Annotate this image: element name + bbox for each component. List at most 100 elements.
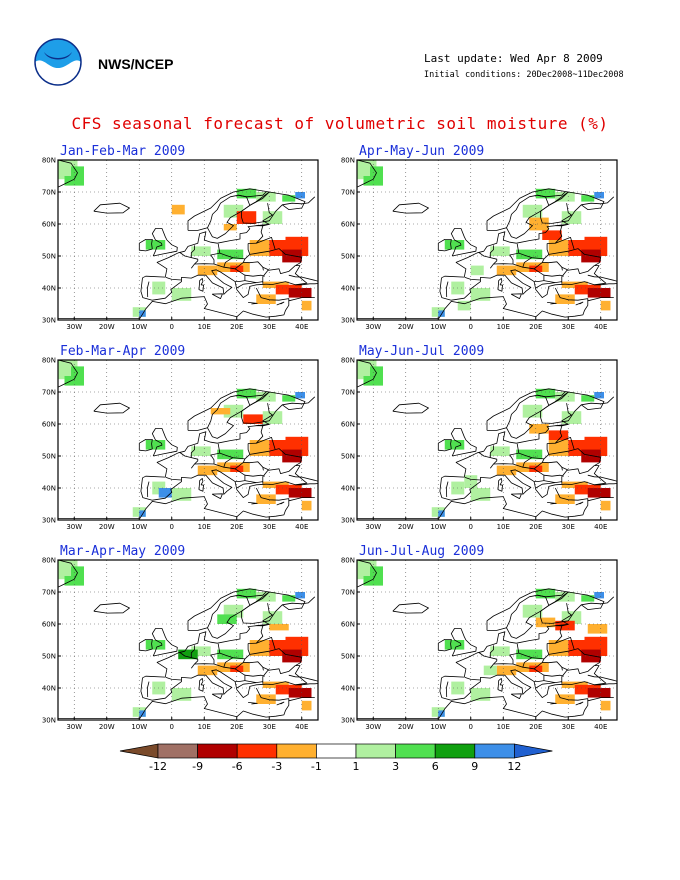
coastline bbox=[249, 648, 302, 658]
coastline bbox=[587, 674, 617, 682]
longitude-tick-label: 0 bbox=[469, 723, 473, 731]
coastline bbox=[534, 475, 545, 482]
soil-moisture-anomaly-cell bbox=[581, 449, 601, 463]
coastline bbox=[594, 483, 617, 486]
soil-moisture-anomaly-cell bbox=[210, 408, 231, 415]
longitude-tick-label: 30W bbox=[66, 323, 82, 331]
coastline bbox=[276, 301, 285, 306]
soil-moisture-anomaly-cell bbox=[444, 640, 465, 650]
coastline bbox=[555, 237, 575, 250]
soil-moisture-anomaly-cell bbox=[370, 366, 383, 376]
longitude-tick-label: 20W bbox=[99, 723, 115, 731]
coastline bbox=[540, 591, 605, 624]
coastline bbox=[581, 596, 615, 606]
colorbar-label: -9 bbox=[192, 760, 203, 773]
coastline bbox=[446, 681, 449, 698]
soil-moisture-anomaly-cell bbox=[256, 592, 276, 602]
soil-moisture-anomaly-cell bbox=[223, 604, 244, 618]
soil-moisture-anomaly-cell bbox=[71, 166, 84, 176]
coastline bbox=[547, 702, 557, 705]
colorbar-swatch bbox=[395, 743, 436, 759]
soil-moisture-anomaly-cell bbox=[295, 192, 305, 199]
soil-moisture-anomaly-cell bbox=[171, 488, 192, 501]
longitude-tick-label: 30E bbox=[562, 523, 575, 531]
coastline bbox=[446, 281, 449, 298]
coastline bbox=[512, 657, 533, 668]
soil-moisture-anomaly-cell bbox=[555, 192, 575, 202]
coastline bbox=[357, 160, 377, 188]
panel-title-3: Feb-Mar-Apr 2009 bbox=[60, 344, 186, 359]
coastline bbox=[535, 282, 556, 289]
coastline bbox=[142, 623, 270, 679]
panel-title-1: Jan-Feb-Mar 2009 bbox=[60, 144, 186, 159]
coastline bbox=[194, 643, 221, 665]
latitude-tick-label: 40N bbox=[341, 685, 355, 693]
coastline bbox=[58, 696, 290, 719]
coastline bbox=[58, 560, 78, 588]
coastline bbox=[255, 687, 315, 702]
latitude-tick-label: 60N bbox=[42, 621, 56, 629]
coastline bbox=[211, 493, 223, 499]
soil-moisture-anomaly-cell bbox=[197, 665, 218, 676]
soil-moisture-anomaly-cell bbox=[542, 230, 562, 240]
coastline bbox=[190, 245, 195, 258]
coastline bbox=[288, 474, 318, 482]
latitude-tick-label: 40N bbox=[42, 685, 56, 693]
map-panel-jja: 80N 70N 60N 50N 40N 30N 30W 20W 10W 0 10E 20E 30E 40E bbox=[341, 557, 618, 731]
longitude-tick-label: 30E bbox=[263, 323, 276, 331]
soil-moisture-anomaly-cell bbox=[600, 300, 611, 311]
coastline bbox=[236, 482, 257, 489]
soil-moisture-anomaly-cell bbox=[490, 446, 510, 456]
soil-moisture-anomaly-cell bbox=[535, 388, 556, 399]
soil-moisture-anomaly-cell bbox=[496, 665, 517, 676]
soil-moisture-anomaly-cell bbox=[457, 300, 471, 311]
coastline bbox=[561, 603, 572, 625]
coastline bbox=[58, 360, 78, 388]
coastline bbox=[464, 277, 481, 281]
coastline bbox=[262, 603, 273, 625]
coastline bbox=[581, 396, 615, 406]
coastline bbox=[248, 502, 258, 505]
latitude-tick-label: 60N bbox=[341, 421, 355, 429]
soil-moisture-anomaly-cell bbox=[529, 424, 549, 434]
coastline bbox=[282, 196, 316, 206]
longitude-tick-label: 40E bbox=[295, 323, 308, 331]
coastline bbox=[276, 501, 285, 506]
soil-moisture-anomaly-cell bbox=[561, 481, 588, 488]
soil-moisture-anomaly-cell bbox=[262, 281, 289, 288]
coastline bbox=[243, 461, 264, 471]
coastline bbox=[248, 425, 264, 444]
initial-conditions-text: Initial conditions: 20Dec2008~11Dec2008 bbox=[424, 70, 624, 80]
soil-moisture-anomaly-cell bbox=[236, 188, 257, 199]
coastline bbox=[497, 278, 503, 292]
longitude-tick-label: 10E bbox=[497, 723, 510, 731]
coastline bbox=[58, 296, 290, 319]
coastline bbox=[489, 645, 494, 658]
longitude-tick-label: 20W bbox=[99, 523, 115, 531]
longitude-tick-label: 20E bbox=[230, 723, 243, 731]
colorbar-label: 6 bbox=[432, 760, 439, 773]
coastline bbox=[262, 265, 308, 286]
coastline bbox=[241, 191, 306, 224]
coastline bbox=[450, 228, 477, 257]
coastline bbox=[236, 682, 257, 689]
soil-moisture-anomaly-cell bbox=[256, 392, 276, 402]
latitude-tick-label: 40N bbox=[341, 485, 355, 493]
latitude-tick-label: 60N bbox=[341, 621, 355, 629]
coastline bbox=[554, 287, 614, 302]
longitude-tick-label: 20W bbox=[99, 323, 115, 331]
longitude-tick-label: 30W bbox=[365, 523, 381, 531]
coastline bbox=[547, 225, 563, 244]
soil-moisture-anomaly-cell bbox=[145, 240, 166, 250]
latitude-tick-label: 30N bbox=[42, 717, 56, 725]
soil-moisture-anomaly-cell bbox=[236, 388, 257, 399]
longitude-tick-label: 10W bbox=[430, 323, 446, 331]
coastline bbox=[540, 391, 605, 424]
coastline bbox=[165, 677, 182, 681]
coastline bbox=[555, 437, 575, 450]
soil-moisture-anomaly-cell bbox=[529, 217, 549, 231]
soil-moisture-anomaly-cell bbox=[295, 592, 305, 599]
coastline bbox=[238, 191, 267, 198]
soil-moisture-anomaly-cell bbox=[171, 688, 192, 701]
longitude-tick-label: 20W bbox=[398, 723, 414, 731]
